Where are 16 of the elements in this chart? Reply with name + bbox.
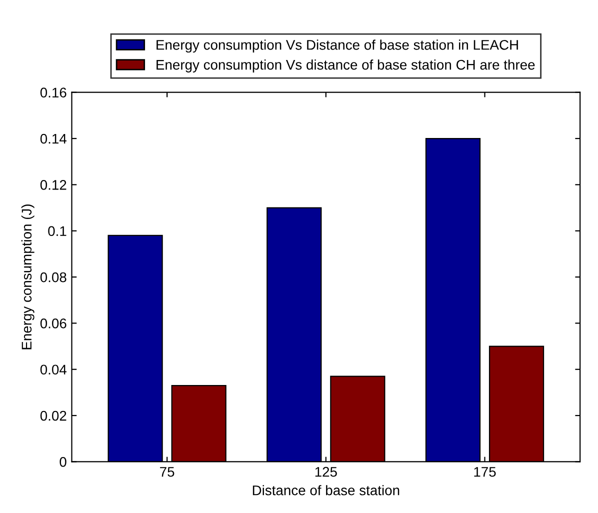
y-tick-label: 0 [60,457,66,467]
x-tick-label: 125 [315,466,337,477]
x-tick-label: 75 [160,467,174,477]
legend-label: Energy consumption Vs distance of base station CH are three [156,60,535,72]
y-tick-label: 0.02 [40,410,66,421]
y-tick-label: 0.04 [40,364,66,375]
y-tick-label: 0.16 [40,88,66,98]
x-tick-label: 175 [474,467,496,477]
y-tick-label: 0.06 [40,318,66,328]
y-axis-title: Energy consumption (J) [21,204,34,350]
y-tick-label: 0.1 [48,226,66,236]
y-tick-label: 0.08 [40,272,66,282]
x-axis-title: Distance of base station [252,485,400,496]
y-tick-label: 0.12 [40,180,66,190]
y-tick-label: 0.14 [40,134,66,144]
legend-label: Energy consumption Vs Distance of base station in LEACH [156,40,518,53]
